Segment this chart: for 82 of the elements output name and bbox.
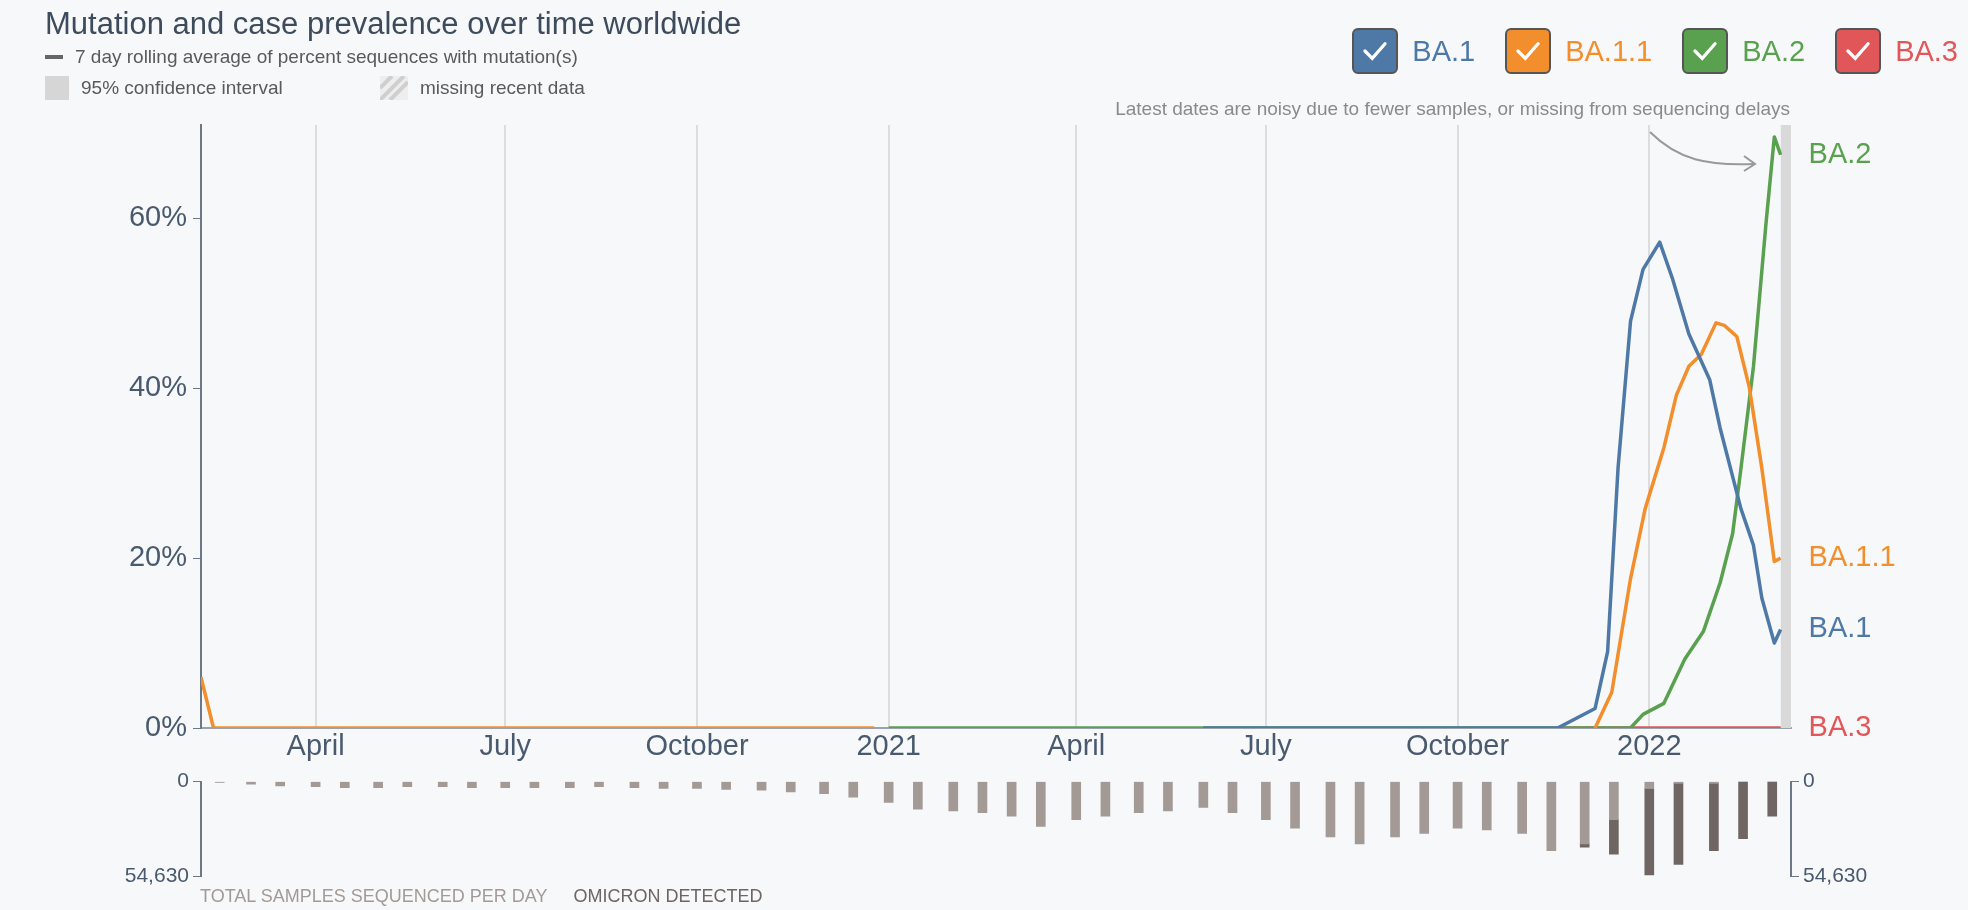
bar — [402, 781, 413, 788]
bar — [1227, 781, 1238, 814]
bar — [977, 781, 988, 814]
bar — [594, 781, 604, 788]
text: OMICRON DETECTED — [573, 886, 763, 907]
bar — [1673, 783, 1684, 865]
bar — [1100, 781, 1111, 817]
y2-tick-label: 54,630 — [1803, 862, 1868, 886]
text: 7 day rolling average of percent sequences with mutation(s) — [75, 46, 578, 68]
y-tick-label: 60% — [128, 200, 187, 233]
bar — [275, 781, 286, 787]
bar — [848, 781, 859, 798]
bar — [1481, 781, 1492, 831]
x-tick-label: October — [645, 729, 749, 762]
bar — [883, 781, 894, 803]
bar — [1609, 781, 1619, 820]
bar — [692, 781, 702, 789]
chart-title: Mutation and case prevalence over time worldwide — [45, 6, 742, 42]
bar — [1198, 781, 1209, 808]
x-tick-label: 2022 — [1617, 729, 1682, 762]
bar — [721, 781, 731, 790]
bar — [1644, 788, 1655, 876]
bar — [913, 781, 923, 810]
bar — [1767, 781, 1778, 817]
bar — [1419, 781, 1430, 834]
bar — [246, 781, 256, 785]
y-tick-label: 0 — [177, 768, 189, 792]
bar — [1644, 781, 1655, 789]
y-tick-label: 20% — [128, 540, 187, 573]
bar — [1261, 781, 1271, 820]
legend-label: BA.1 — [1412, 34, 1476, 68]
bar — [339, 781, 350, 788]
bar — [819, 781, 829, 795]
bar — [565, 781, 575, 788]
bar — [500, 781, 511, 788]
bar — [1071, 781, 1082, 820]
x-tick-label: October — [1405, 729, 1510, 762]
bar — [373, 781, 383, 788]
x-tick-label: April — [286, 729, 345, 762]
bar — [1354, 781, 1365, 845]
bar — [1517, 781, 1528, 834]
bar — [1163, 781, 1173, 812]
text: BA.1.1 — [1808, 540, 1896, 573]
bar — [629, 781, 640, 788]
text: missing recent data — [420, 77, 585, 99]
bar — [658, 781, 669, 789]
bar — [756, 781, 767, 791]
text: BA.3 — [1808, 710, 1872, 742]
y2-tick-label: 0 — [1803, 768, 1815, 792]
text: Latest dates are noisy due to fewer samples, or missing from sequencing delays — [1115, 98, 1790, 120]
y-tick-label: 54,630 — [124, 862, 189, 886]
bar — [1133, 781, 1144, 814]
x-tick-label: July — [1240, 729, 1293, 762]
legend-label: BA.3 — [1895, 34, 1958, 68]
bar — [1325, 781, 1336, 838]
bar — [785, 781, 796, 793]
bar — [1035, 781, 1046, 827]
y-tick-label: 40% — [128, 370, 187, 403]
bar — [1709, 783, 1719, 852]
x-tick-label: July — [479, 729, 532, 762]
text: BA.1 — [1808, 611, 1872, 644]
bar — [948, 781, 959, 812]
x-tick-label: 2021 — [856, 729, 921, 762]
bar — [1579, 781, 1590, 845]
bar — [1390, 781, 1400, 838]
text: 95% confidence interval — [81, 77, 283, 99]
text: TOTAL SAMPLES SEQUENCED PER DAY — [200, 886, 548, 907]
bar — [467, 781, 477, 788]
bar — [1609, 819, 1619, 855]
bar — [529, 781, 540, 788]
y-tick-label: 0% — [145, 710, 187, 742]
text: BA.2 — [1808, 136, 1872, 169]
bar — [1006, 781, 1017, 817]
bar — [1452, 781, 1463, 829]
legend-label: BA.1.1 — [1565, 34, 1653, 68]
bar — [1290, 781, 1300, 829]
bar — [1738, 781, 1748, 839]
bar — [1579, 843, 1590, 848]
bar — [437, 781, 448, 788]
legend-label: BA.2 — [1742, 34, 1806, 68]
x-tick-label: April — [1047, 729, 1106, 762]
bar — [1546, 781, 1557, 852]
